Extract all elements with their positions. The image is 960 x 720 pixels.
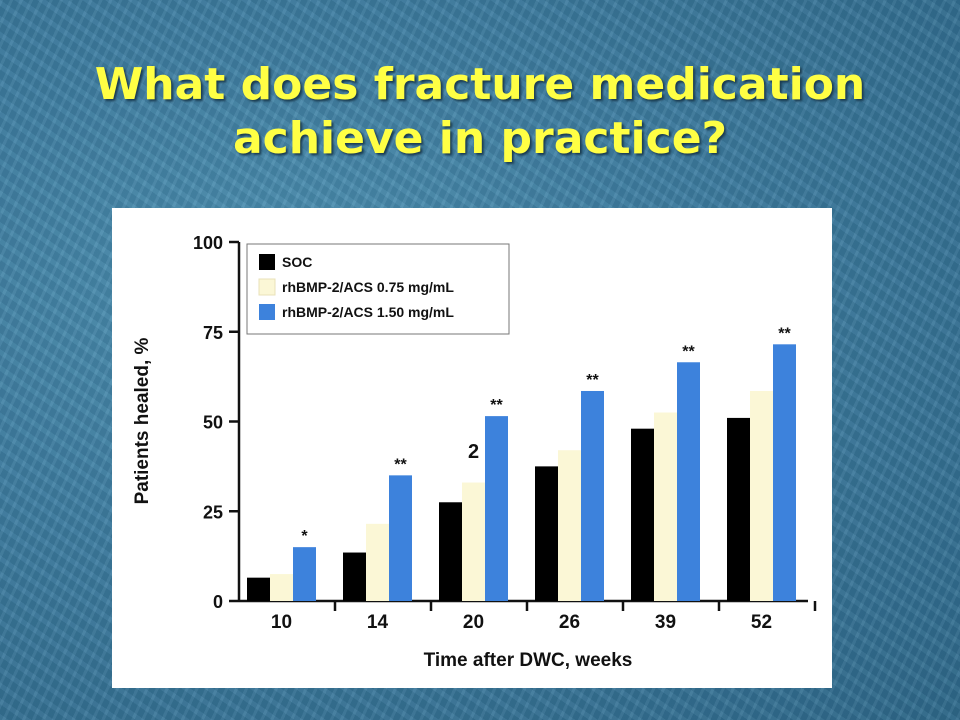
significance-marker: **	[682, 343, 695, 360]
bar-3-52	[773, 344, 796, 601]
annotation-label: 2	[468, 441, 479, 463]
bar-series	[247, 344, 796, 601]
legend-label: SOC	[282, 254, 312, 270]
slide-title-line-1: What does fracture medication	[94, 59, 866, 110]
significance-marker: **	[778, 325, 791, 342]
significance-marker: *	[301, 528, 308, 545]
bar-1-39	[631, 428, 654, 601]
bar-2-39	[654, 412, 677, 601]
bar-2-14	[366, 523, 389, 601]
x-tick-label: 10	[271, 612, 292, 633]
x-tick-label: 14	[367, 612, 389, 633]
significance-marker: **	[394, 456, 407, 473]
y-tick-label: 75	[203, 323, 223, 343]
x-axis-label: Time after DWC, weeks	[424, 650, 633, 671]
y-ticks: 0 25 50 75 100	[193, 233, 239, 612]
slide-title-line-2: achieve in practice?	[232, 113, 728, 164]
y-axis-label: Patients healed, %	[132, 337, 153, 504]
legend-swatch	[258, 278, 276, 296]
significance-markers: ***********2	[301, 325, 791, 545]
bar-1-26	[535, 466, 558, 601]
legend-box	[246, 243, 510, 335]
bar-1-52	[727, 417, 750, 601]
bar-1-14	[343, 552, 366, 601]
bar-2-26	[558, 450, 581, 601]
bar-3-10	[293, 547, 316, 601]
bar-3-20	[485, 416, 508, 601]
bar-3-26	[581, 390, 604, 601]
bar-1-10	[247, 577, 270, 601]
bar-2-20	[462, 482, 485, 601]
y-tick-label: 0	[213, 592, 223, 612]
legend-swatch	[259, 254, 275, 270]
x-tick-label: 39	[655, 612, 676, 633]
x-tick-label: 52	[751, 612, 772, 633]
x-tick-label: 26	[559, 612, 580, 633]
chart-panel: 0 25 50 75 100 10 14 20 26 39 52 * ** ** ** ** ** 2 SOC…	[112, 208, 832, 688]
y-tick-label: 50	[203, 413, 223, 433]
legend-swatch	[259, 304, 275, 320]
bar-2-10	[270, 574, 293, 601]
legend-label: rhBMP-2/ACS 0.75 mg/mL	[282, 279, 454, 295]
y-tick-label: 25	[203, 502, 223, 522]
legend: SOC rhBMP-2/ACS 0.75 mg/mL rhBMP-2/ACS 1.5…	[246, 243, 510, 335]
bar-2-52	[750, 390, 773, 601]
bar-3-39	[677, 362, 700, 601]
bar-1-20	[439, 502, 462, 601]
legend-label: rhBMP-2/ACS 1.50 mg/mL	[282, 304, 454, 320]
x-ticks: 10 14 20 26 39 52	[271, 601, 817, 633]
y-tick-label: 100	[193, 233, 223, 253]
bar-3-14	[389, 475, 412, 601]
significance-marker: **	[490, 397, 503, 414]
x-tick-label: 20	[463, 612, 484, 633]
slide-title: What does fracture medication achieve in…	[0, 58, 960, 166]
significance-marker: **	[586, 372, 599, 389]
